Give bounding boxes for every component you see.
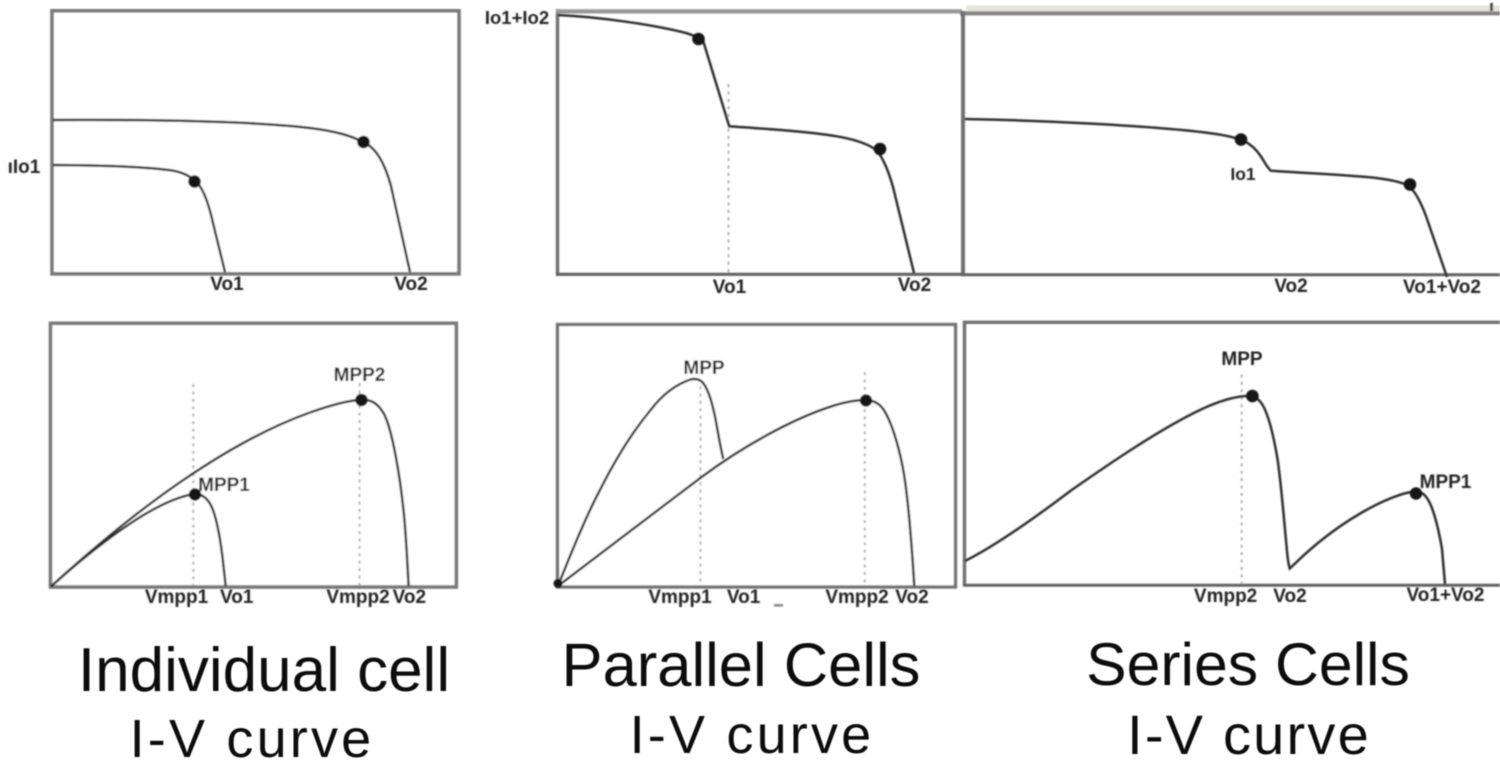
svg-text:Vo2: Vo2: [393, 587, 426, 608]
svg-text:Vmpp2: Vmpp2: [1194, 586, 1257, 607]
svg-text:Series Cells: Series Cells: [1086, 630, 1410, 698]
svg-text:MPP: MPP: [1221, 349, 1263, 370]
svg-text:MPP1: MPP1: [1420, 472, 1472, 493]
svg-text:Io1: Io1: [1230, 164, 1256, 184]
svg-text:I-V curve: I-V curve: [1127, 703, 1371, 766]
svg-text:Vo2: Vo2: [895, 587, 928, 608]
svg-text:Vo1: Vo1: [713, 277, 747, 298]
svg-text:Vo1: Vo1: [727, 587, 761, 608]
svg-text:Vmpp1: Vmpp1: [145, 587, 209, 608]
svg-text:MPP1: MPP1: [198, 475, 250, 496]
svg-text:Io1+Io2: Io1+Io2: [485, 7, 549, 28]
svg-text:Individual cell: Individual cell: [78, 636, 450, 705]
svg-text:Vmpp2: Vmpp2: [326, 587, 389, 608]
svg-text:Vmpp1: Vmpp1: [648, 587, 712, 608]
svg-text:Vo2: Vo2: [1273, 586, 1306, 607]
svg-text:I-V curve: I-V curve: [630, 705, 875, 765]
svg-text:Parallel Cells: Parallel Cells: [562, 631, 921, 700]
svg-text:Vo1: Vo1: [210, 274, 244, 295]
svg-text:Vo1+Vo2: Vo1+Vo2: [1403, 277, 1481, 298]
svg-text:ıIo1: ıIo1: [8, 157, 41, 178]
svg-text:Vo2: Vo2: [898, 275, 931, 296]
svg-text:Vo2: Vo2: [1274, 276, 1307, 297]
svg-text:Vmpp2: Vmpp2: [825, 587, 888, 608]
svg-text:MPP2: MPP2: [334, 365, 386, 386]
svg-text:MPP: MPP: [683, 358, 725, 379]
svg-text:Vo2: Vo2: [394, 274, 427, 295]
svg-text:Vo1: Vo1: [220, 587, 254, 608]
svg-text:Vo1+Vo2: Vo1+Vo2: [1407, 585, 1485, 606]
svg-text:I-V curve: I-V curve: [130, 709, 375, 769]
